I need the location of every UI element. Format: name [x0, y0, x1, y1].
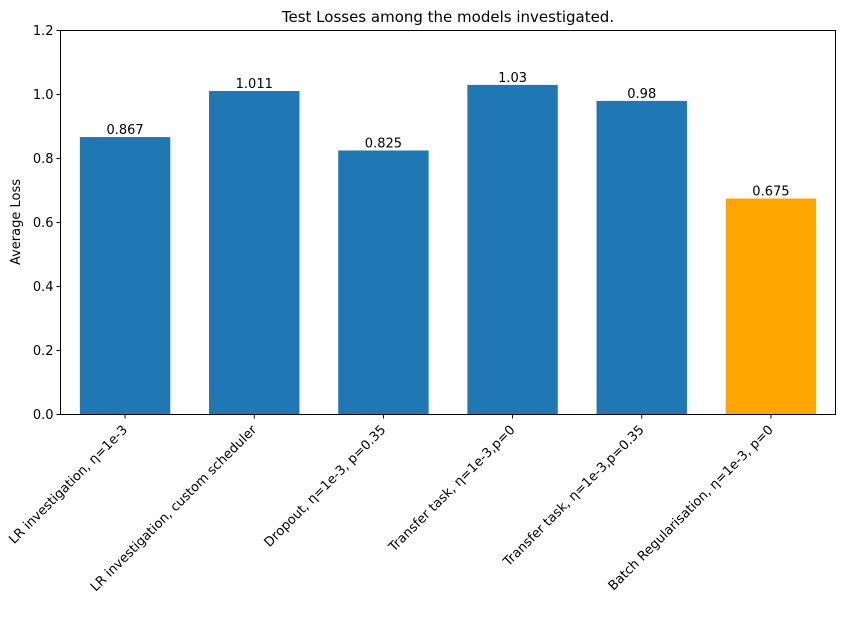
bar: [725, 198, 817, 415]
y-axis-label: Average Loss: [9, 179, 24, 265]
y-tick-label: 0.2: [33, 344, 54, 359]
x-tick-label: Transfer task, η=1e-3,p=0: [386, 423, 519, 556]
y-tick-label: 0.4: [33, 280, 54, 295]
bars-group: [79, 84, 817, 415]
y-tick-label: 0.8: [33, 152, 54, 167]
bar-value-label: 0.675: [752, 185, 789, 200]
bar-value-label: 0.825: [365, 137, 402, 152]
y-tick-label: 0.6: [33, 216, 54, 231]
bar: [209, 90, 300, 415]
bar-value-label: 0.867: [106, 123, 143, 138]
bar: [338, 150, 429, 415]
y-tick-label: 1.0: [33, 88, 54, 103]
x-tick-label: Dropout, η=1e-3, p=0.35: [262, 423, 390, 551]
bar: [596, 100, 687, 415]
chart-title: Test Losses among the models investigate…: [281, 8, 614, 26]
y-tick-label: 1.2: [33, 24, 54, 39]
x-axis: LR investigation, η=1e-3LR investigation…: [6, 414, 777, 595]
y-axis: 0.0 0.2 0.4 0.6 0.8 1.0 1.2: [33, 24, 61, 423]
bar-value-label: 1.011: [236, 77, 273, 92]
y-tick-label: 0.0: [33, 408, 54, 423]
x-tick-label: Transfer task, η=1e-3,p=0.35: [500, 423, 648, 571]
x-tick-label: LR investigation, η=1e-3: [6, 423, 131, 548]
bar-value-label: 0.98: [627, 87, 656, 102]
plot-frame: [60, 30, 836, 415]
bar: [79, 137, 171, 415]
data-labels-group: 0.867 1.011 0.825 1.03 0.98 0.675: [106, 71, 789, 200]
bar: [467, 84, 558, 415]
bar-value-label: 1.03: [498, 71, 527, 86]
